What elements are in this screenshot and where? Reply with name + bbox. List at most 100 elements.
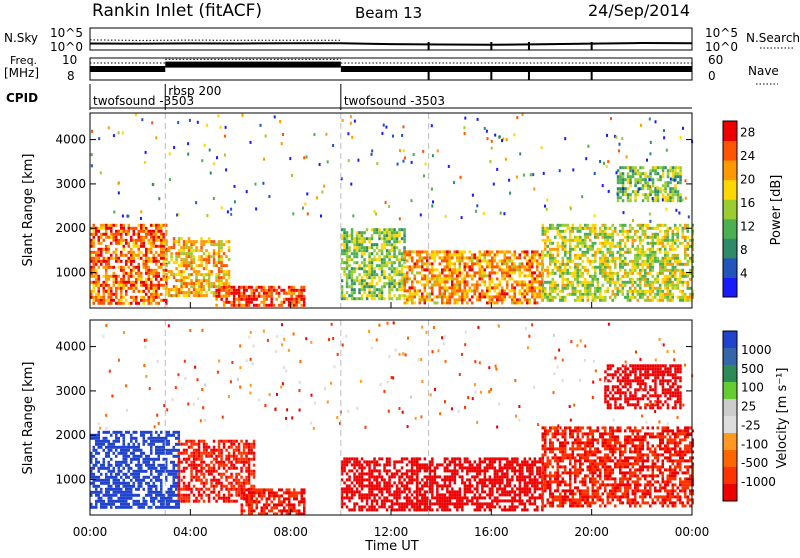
heat-cell	[677, 175, 680, 178]
heat-cell	[253, 488, 256, 491]
heat-cell	[248, 461, 251, 464]
heat-cell	[557, 245, 560, 248]
heat-cell	[291, 491, 294, 494]
heat-cell	[564, 263, 567, 266]
heat-cell	[218, 494, 221, 497]
heat-cell	[263, 304, 266, 307]
heat-cell	[115, 236, 118, 239]
heat-speck	[268, 195, 270, 198]
heat-cell	[604, 224, 607, 227]
heat-cell	[148, 248, 151, 251]
heat-cell	[501, 295, 504, 298]
heat-cell	[220, 452, 223, 455]
heat-cell	[218, 497, 221, 500]
freq-segment	[165, 62, 341, 68]
heat-cell	[125, 260, 128, 263]
heat-cell	[170, 497, 173, 500]
heat-cell	[444, 265, 447, 268]
heat-cell	[609, 266, 612, 269]
heat-cell	[213, 440, 216, 443]
heat-cell	[356, 478, 359, 481]
heat-cell	[637, 260, 640, 263]
heat-cell	[150, 287, 153, 290]
heat-cell	[401, 264, 404, 267]
heat-cell	[143, 254, 146, 257]
heat-cell	[604, 272, 607, 275]
heat-cell	[135, 500, 138, 503]
heat-cell	[549, 296, 552, 299]
heat-cell	[554, 266, 557, 269]
heat-cell	[250, 458, 253, 461]
heat-speck	[304, 203, 306, 206]
heat-cell	[411, 259, 414, 262]
heat-cell	[406, 298, 409, 301]
heat-speck	[522, 113, 524, 116]
heat-cell	[574, 248, 577, 251]
heat-cell	[223, 485, 226, 488]
heat-cell	[203, 473, 206, 476]
heat-cell	[173, 479, 176, 482]
heat-cell	[108, 275, 111, 278]
heat-cell	[215, 298, 218, 301]
heat-cell	[689, 269, 692, 272]
heat-cell	[198, 291, 201, 294]
heat-cell	[213, 285, 216, 288]
heat-cell	[120, 227, 123, 230]
heat-cell	[659, 272, 662, 275]
heat-cell	[672, 299, 675, 302]
heat-cell	[253, 446, 256, 449]
heat-cell	[193, 270, 196, 273]
heat-cell	[158, 479, 161, 482]
heat-cell	[582, 284, 585, 287]
heat-cell	[519, 268, 522, 271]
heat-cell	[674, 224, 677, 227]
heat-cell	[614, 230, 617, 233]
heat-cell	[115, 251, 118, 254]
heat-cell	[567, 239, 570, 242]
heat-cell	[549, 272, 552, 275]
heat-cell	[123, 461, 126, 464]
heat-cell	[567, 263, 570, 266]
heat-cell	[564, 284, 567, 287]
heat-cell	[534, 289, 537, 292]
heat-cell	[617, 175, 620, 178]
heat-cell	[168, 494, 171, 497]
heat-cell	[175, 494, 178, 497]
heat-speck	[648, 178, 650, 181]
heat-cell	[195, 270, 198, 273]
heat-speck	[509, 192, 511, 195]
heat-cell	[564, 242, 567, 245]
heat-cell	[343, 231, 346, 234]
heat-cell	[398, 285, 401, 288]
heat-cell	[268, 304, 271, 307]
heat-cell	[238, 446, 241, 449]
heat-cell	[175, 485, 178, 488]
heat-cell	[228, 446, 231, 449]
heat-cell	[456, 286, 459, 289]
heat-cell	[133, 239, 136, 242]
heat-cell	[98, 278, 101, 281]
heat-cell	[188, 288, 191, 291]
heat-cell	[451, 274, 454, 277]
heat-cell	[293, 488, 296, 491]
heat-speck	[176, 214, 178, 217]
heat-cell	[677, 287, 680, 290]
heat-cell	[378, 234, 381, 237]
heat-cell	[667, 257, 670, 260]
heat-cell	[175, 255, 178, 258]
heat-cell	[135, 233, 138, 236]
heat-cell	[579, 272, 582, 275]
heat-cell	[677, 166, 680, 169]
heat-cell	[383, 285, 386, 288]
heat-cell	[662, 296, 665, 299]
heat-cell	[664, 251, 667, 254]
heat-cell	[341, 496, 344, 499]
heat-cell	[657, 287, 660, 290]
heat-cell	[268, 295, 271, 298]
heat-cell	[602, 275, 605, 278]
heat-cell	[230, 494, 233, 497]
heat-cell	[155, 437, 158, 440]
heat-cell	[225, 286, 228, 289]
heat-cell	[261, 509, 264, 512]
heat-cell	[223, 252, 226, 255]
